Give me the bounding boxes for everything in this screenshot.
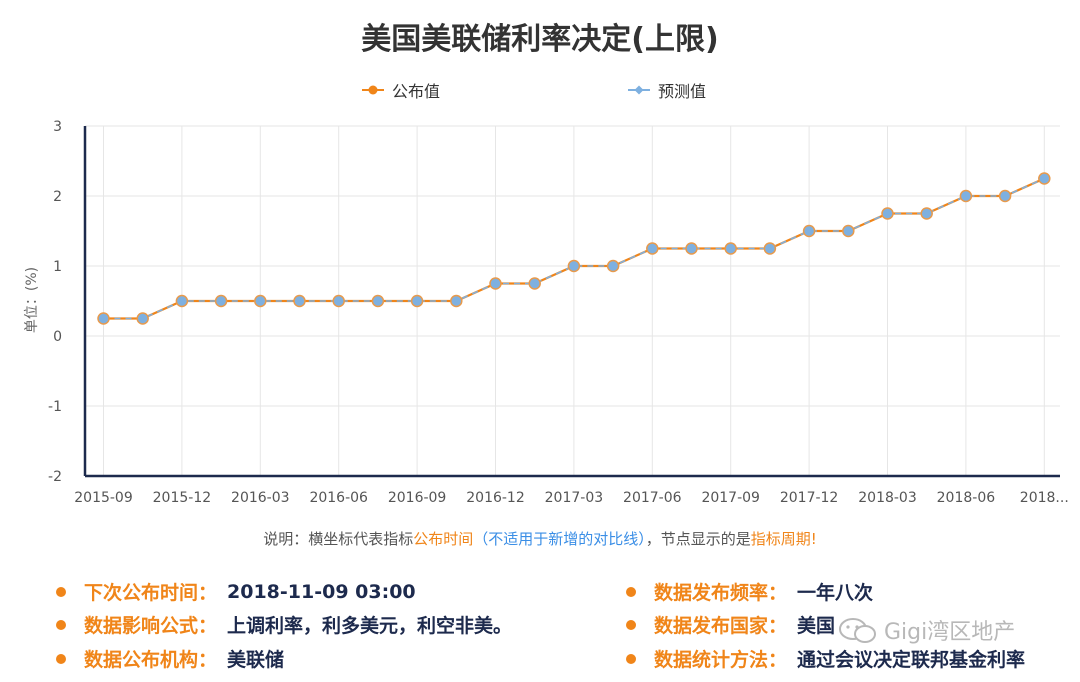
- note-suffix: !: [810, 530, 817, 548]
- y-axis-label: 单位：(%): [24, 267, 40, 333]
- data-point[interactable]: [410, 294, 424, 308]
- data-point[interactable]: [881, 207, 894, 220]
- x-tick-label: 2016-09: [388, 490, 447, 506]
- info-key: 数据发布频率：: [654, 582, 788, 604]
- y-tick-label: 0: [53, 329, 62, 345]
- data-point[interactable]: [97, 312, 110, 325]
- info-key: 下次公布时间：: [84, 582, 218, 604]
- info-key: 数据统计方法：: [654, 649, 788, 671]
- x-tick-label: 2017-06: [623, 490, 682, 506]
- note-paren: （不适用于新增的对比线）: [473, 530, 646, 548]
- chart-legend: 公布值 预测值: [0, 78, 1080, 102]
- data-point[interactable]: [528, 277, 541, 290]
- y-tick-label: 1: [53, 259, 62, 275]
- chart-series: [97, 172, 1051, 325]
- note-publish-time: 公布时间: [413, 530, 474, 548]
- data-point[interactable]: [646, 242, 659, 255]
- data-point[interactable]: [802, 224, 816, 238]
- x-tick-label: 2018-06: [937, 490, 996, 506]
- note-period: 指标周期: [750, 530, 811, 548]
- info-agency: 数据公布机构： 美联储: [56, 645, 284, 672]
- y-tick-label: -1: [48, 399, 62, 415]
- legend-marker-published-icon: [362, 85, 384, 95]
- info-next-release: 下次公布时间： 2018-11-09 03:00: [56, 578, 416, 605]
- x-tick-label: 2015-12: [153, 490, 212, 506]
- bullet-dot-icon: [626, 619, 636, 630]
- data-point[interactable]: [175, 294, 189, 308]
- y-tick-label: -2: [48, 469, 62, 485]
- data-point[interactable]: [724, 242, 737, 255]
- data-point[interactable]: [489, 277, 502, 290]
- legend-label-forecast: 预测值: [658, 82, 707, 101]
- y-tick-label: 3: [53, 119, 62, 135]
- bullet-dot-icon: [56, 653, 66, 664]
- chart-title: 美国美联储利率决定(上限): [361, 22, 719, 57]
- x-tick-label: 2017-03: [545, 490, 604, 506]
- data-point[interactable]: [136, 312, 149, 325]
- info-key: 数据影响公式：: [84, 615, 218, 637]
- info-value: 一年八次: [797, 582, 874, 604]
- info-value: 上调利率，利多美元，利空非美。: [227, 615, 513, 637]
- x-tick-label: 2017-12: [780, 490, 839, 506]
- legend-item-published[interactable]: 公布值: [362, 78, 440, 102]
- data-point[interactable]: [371, 294, 385, 308]
- bullet-dot-icon: [56, 619, 66, 630]
- info-value: 2018-11-09 03:00: [227, 580, 416, 603]
- info-key: 数据公布机构：: [84, 649, 218, 671]
- info-country: 数据发布国家： 美国: [626, 611, 835, 638]
- data-point[interactable]: [567, 259, 581, 273]
- watermark: Gigi湾区地产: [838, 614, 1015, 646]
- data-point[interactable]: [606, 259, 620, 273]
- data-point[interactable]: [332, 294, 345, 308]
- x-tick-label: 2017-09: [701, 490, 760, 506]
- note-prefix: 说明：横坐标代表指标: [263, 530, 414, 548]
- wechat-logo-icon: [839, 618, 876, 643]
- legend-label-published: 公布值: [392, 82, 441, 101]
- bullet-dot-icon: [626, 586, 636, 597]
- bullet-dot-icon: [626, 653, 636, 664]
- info-value: 通过会议决定联邦基金利率: [797, 649, 1026, 671]
- info-frequency: 数据发布频率： 一年八次: [626, 578, 873, 605]
- y-tick-label: 2: [53, 189, 62, 205]
- legend-item-forecast[interactable]: 预测值: [628, 78, 706, 102]
- data-point[interactable]: [450, 294, 463, 308]
- note-mid: ，节点显示的是: [645, 530, 751, 548]
- legend-marker-forecast-icon: [628, 85, 650, 95]
- info-impact: 数据影响公式： 上调利率，利多美元，利空非美。: [56, 611, 512, 638]
- watermark-text: Gigi湾区地产: [884, 620, 1016, 645]
- info-method: 数据统计方法： 通过会议决定联邦基金利率: [626, 645, 1025, 672]
- data-point[interactable]: [998, 189, 1012, 203]
- data-point[interactable]: [842, 224, 855, 238]
- data-point[interactable]: [254, 294, 267, 308]
- bullet-dot-icon: [56, 586, 66, 597]
- chart-note: 说明：横坐标代表指标公布时间（不适用于新增的对比线），节点显示的是指标周期!: [0, 528, 1080, 549]
- info-value: 美联储: [227, 649, 285, 671]
- data-point[interactable]: [1038, 172, 1051, 185]
- x-tick-label: 2018...: [1020, 490, 1069, 506]
- y-axis: 3 2 1 0 -1 -2: [48, 119, 87, 485]
- x-tick-label: 2016-06: [309, 490, 368, 506]
- data-point[interactable]: [959, 189, 973, 203]
- x-tick-label: 2016-03: [231, 490, 290, 506]
- x-tick-label: 2015-09: [74, 490, 133, 506]
- x-axis: 2015-09 2015-12 2016-03 2016-06 2016-09 2016-…: [74, 474, 1069, 506]
- data-point[interactable]: [214, 294, 228, 308]
- data-point[interactable]: [685, 242, 698, 255]
- info-value: 美国: [797, 615, 836, 637]
- data-point[interactable]: [293, 294, 306, 308]
- data-point[interactable]: [763, 242, 777, 255]
- x-tick-label: 2018-03: [858, 490, 917, 506]
- data-point[interactable]: [920, 207, 933, 220]
- info-key: 数据发布国家：: [654, 615, 788, 637]
- x-tick-label: 2016-12: [466, 490, 525, 506]
